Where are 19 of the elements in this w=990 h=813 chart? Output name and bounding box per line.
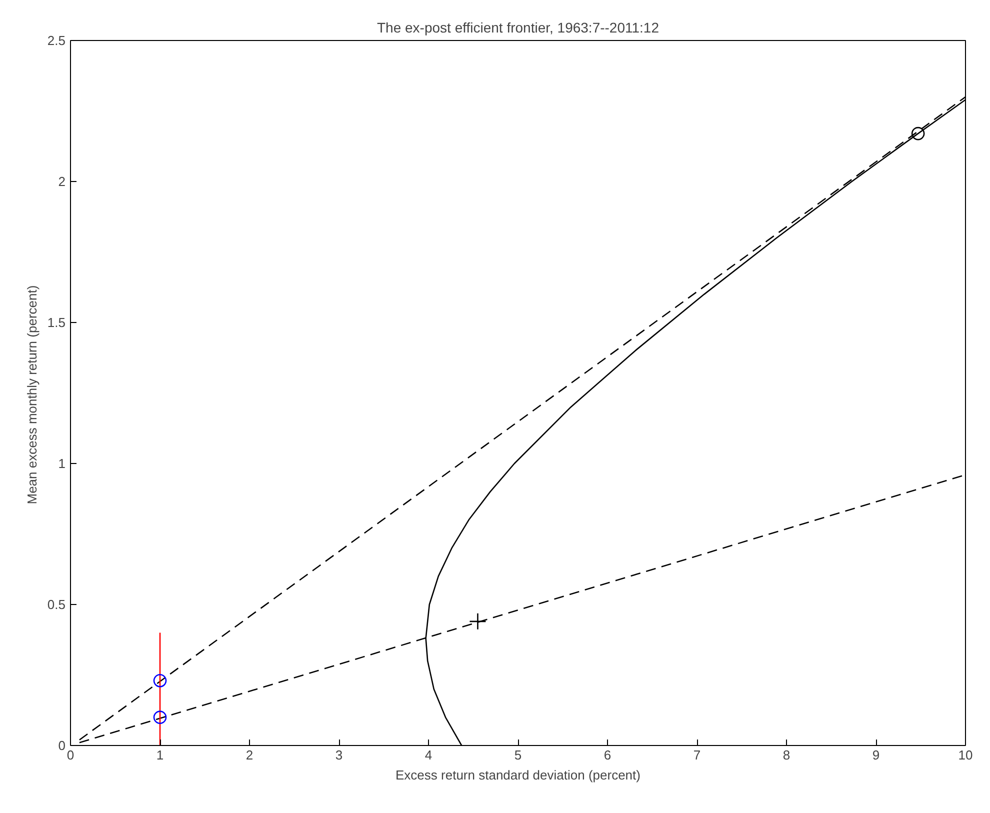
x-tick-label: 9 bbox=[872, 748, 880, 762]
x-tick-label: 4 bbox=[424, 748, 432, 762]
y-tick-label: 1 bbox=[58, 456, 66, 471]
y-tick-label: 0.5 bbox=[47, 597, 66, 612]
x-tick-label: 6 bbox=[604, 748, 612, 762]
x-tick-label: 3 bbox=[335, 748, 343, 762]
x-tick-label: 2 bbox=[246, 748, 254, 762]
x-tick-label: 7 bbox=[693, 748, 701, 762]
x-tick-label: 1 bbox=[156, 748, 164, 762]
x-tick-label: 10 bbox=[958, 748, 973, 762]
y-tick-label: 2.5 bbox=[47, 33, 66, 48]
y-tick-label: 0 bbox=[58, 738, 66, 753]
chart-title: The ex-post efficient frontier, 1963:7--2011:12 bbox=[377, 20, 660, 36]
y-axis-title: Mean excess monthly return (percent) bbox=[24, 285, 40, 504]
x-tick-label: 5 bbox=[514, 748, 522, 762]
x-tick-label: 8 bbox=[782, 748, 790, 762]
x-axis-title: Excess return standard deviation (percent) bbox=[396, 768, 640, 782]
y-tick-label: 2 bbox=[58, 174, 66, 189]
y-tick-label: 1.5 bbox=[47, 315, 66, 330]
